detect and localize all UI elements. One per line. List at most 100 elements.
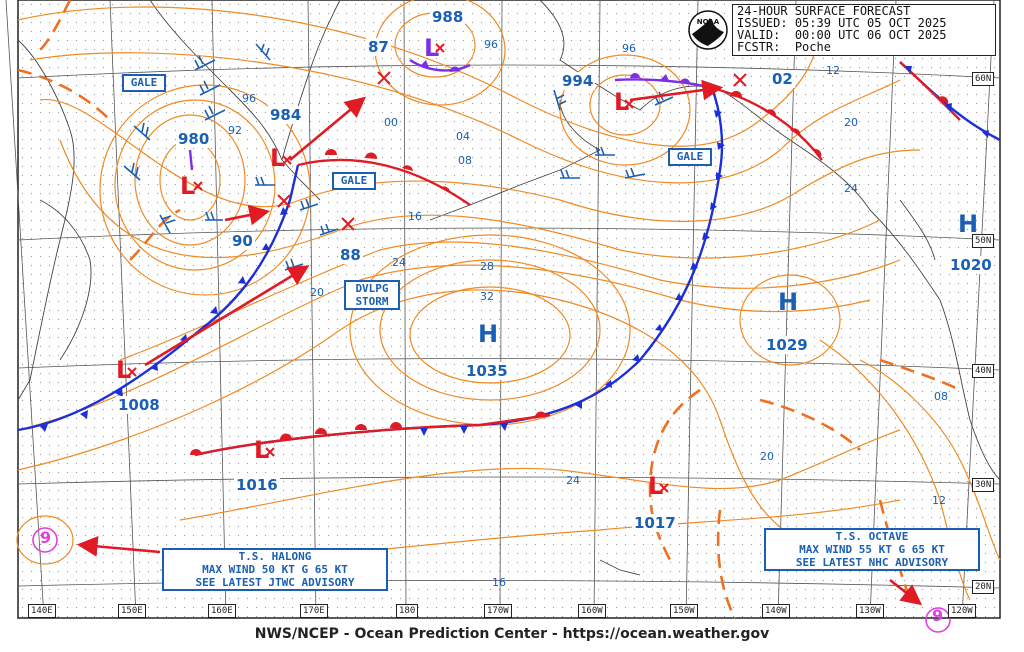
coast-kamchatka-west <box>149 0 283 161</box>
lon-line-150w <box>685 0 699 619</box>
halong-name: T.S. HALONG <box>238 550 312 563</box>
coast-hawaii <box>599 559 641 576</box>
isobar-996c <box>589 74 661 136</box>
isobar-label: 88 <box>338 246 363 264</box>
coast-alaska <box>539 0 791 141</box>
storm-line2: STORM <box>355 295 389 308</box>
trough-w <box>129 208 181 261</box>
valid-value: 00:00 UTC 06 OCT 2025 <box>794 28 947 42</box>
isobar-label: 08 <box>934 390 948 403</box>
lon-label-160e: 160E <box>208 604 236 618</box>
map-frame <box>17 0 1001 619</box>
lon-line-140e <box>5 0 45 619</box>
gale-warning-nw: GALE <box>122 74 166 92</box>
isobar-984a <box>134 114 246 246</box>
isobar-label: 08 <box>458 154 472 167</box>
occluded-front-980 <box>188 149 194 171</box>
low-value-984: 984 <box>268 106 304 124</box>
lon-line-140w <box>777 0 797 619</box>
isobar-1020 <box>17 289 801 541</box>
forecaster-label: FCSTR: <box>737 40 781 54</box>
isobar-1000 <box>29 52 901 184</box>
octave-advisory-text: SEE LATEST NHC ADVISORY <box>795 556 949 569</box>
logo-text: NOAA <box>697 18 720 26</box>
lon-label-140e: 140E <box>28 604 56 618</box>
lon-line-170w <box>499 0 503 619</box>
lat-line-20n <box>17 580 1001 589</box>
isobar-label: 24 <box>392 256 406 269</box>
isobar-label: 32 <box>480 290 494 303</box>
octave-wind: MAX WIND 55 KT G 65 KT <box>799 543 945 556</box>
octave-name: T.S. OCTAVE <box>835 530 909 543</box>
isobar-label: 00 <box>384 116 398 129</box>
tropical-symbols <box>32 527 951 633</box>
low-value-1016: 1016 <box>234 476 280 494</box>
arrow-octave <box>889 578 923 606</box>
low-x-marks <box>127 43 669 493</box>
forecast-positions <box>277 71 747 231</box>
developing-storm-warning: DVLPG STORM <box>344 280 400 310</box>
isobar-996 <box>17 6 821 147</box>
lon-label-160w: 160W <box>578 604 606 618</box>
lat-line-60n <box>17 64 1001 79</box>
gale-warning-ne: GALE <box>668 148 712 166</box>
lon-line-170e <box>307 0 317 619</box>
occluded-front-988 <box>409 58 471 72</box>
low-value-1017: 1017 <box>632 514 678 532</box>
warm-front-south <box>194 413 551 457</box>
lon-label-170w: 170W <box>484 604 512 618</box>
isobar-label: 96 <box>484 38 498 51</box>
trough-c <box>648 388 701 561</box>
arrow-halong <box>76 536 161 557</box>
isobar-label: 28 <box>480 260 494 273</box>
halong-circle <box>32 527 58 553</box>
isobar-label: 87 <box>366 38 391 56</box>
valid-row: VALID: 00:00 UTC 06 OCT 2025 <box>733 29 995 41</box>
isobar-label: 24 <box>566 474 580 487</box>
coast-asia-mainland <box>17 39 75 401</box>
low-center-1008: L <box>116 356 132 384</box>
isobar-label: 16 <box>492 576 506 589</box>
trough-nw <box>17 68 111 121</box>
halong-symbol: 9 <box>40 528 52 547</box>
issued-label: ISSUED: <box>737 16 788 30</box>
halong-wind: MAX WIND 50 KT G 65 KT <box>202 563 348 576</box>
halong-advisory: T.S. HALONG MAX WIND 50 KT G 65 KT SEE L… <box>162 548 388 591</box>
lon-line-150e <box>109 0 137 619</box>
low-center-1016: L <box>254 436 270 464</box>
forecaster-value: Poche <box>794 40 831 54</box>
lon-label-140w: 140W <box>762 604 790 618</box>
lat-line-30n <box>17 476 1001 485</box>
lon-line-130w <box>869 0 897 619</box>
isobar-label: 12 <box>826 64 840 77</box>
trough-se <box>716 509 737 619</box>
arrow-1008 <box>144 265 310 367</box>
isobar-label: 96 <box>242 92 256 105</box>
arrow-984 <box>289 96 366 161</box>
isobar-halong <box>16 515 74 565</box>
fronts <box>17 58 1001 457</box>
coastlines <box>17 0 1001 576</box>
isobar-label: 20 <box>760 450 774 463</box>
lat-label-40n: 40N <box>972 364 995 378</box>
lat-label-50n: 50N <box>972 234 995 248</box>
header-title: 24-HOUR SURFACE FORECAST <box>737 4 911 18</box>
lat-label-30n: 30N <box>972 478 995 492</box>
isobar-1032 <box>409 286 571 384</box>
isobar-1008 <box>59 139 881 259</box>
lon-label-130w: 130W <box>856 604 884 618</box>
isobar-1016e <box>819 339 971 601</box>
lon-line-160w <box>593 0 601 619</box>
dot-grid <box>18 0 1000 618</box>
footer-credit: NWS/NCEP - Ocean Prediction Center - htt… <box>254 626 770 642</box>
halong-advisory-text: SEE LATEST JTWC ADVISORY <box>195 576 355 589</box>
arrow-994 <box>629 79 724 102</box>
low-center-980: L <box>180 172 196 200</box>
low-value-1008: 1008 <box>116 396 162 414</box>
wind-barbs <box>123 43 674 271</box>
cold-front-west <box>17 164 300 432</box>
motion-arrows <box>76 79 923 606</box>
isobar-label: 16 <box>408 210 422 223</box>
isobar-label: 04 <box>456 130 470 143</box>
